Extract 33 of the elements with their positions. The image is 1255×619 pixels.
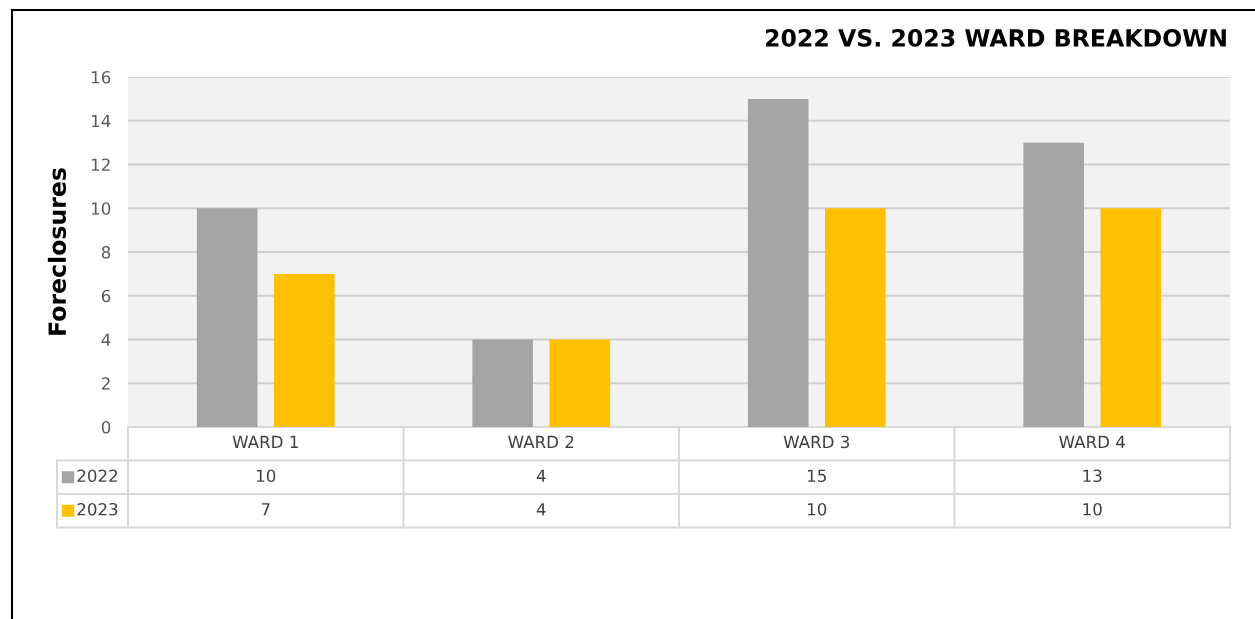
y-tick-label: 14 (91, 114, 111, 128)
legend-label: 2023 (77, 502, 118, 516)
y-tick-label: 16 (91, 70, 111, 84)
data-label: 10 (256, 469, 276, 483)
y-tick-label: 6 (101, 289, 111, 303)
bar (196, 208, 258, 427)
bar (825, 208, 886, 427)
data-label: 15 (807, 469, 826, 483)
bar (274, 273, 335, 427)
y-axis-title: Foreclosures (47, 168, 67, 335)
chart-title: 2022 VS. 2023 WARD BREAKDOWN (765, 28, 1226, 47)
bar (1023, 142, 1084, 427)
bar (1100, 208, 1162, 427)
bar (472, 339, 533, 427)
y-tick-label: 12 (91, 158, 110, 171)
x-tick-label: WARD 3 (783, 435, 850, 449)
legend-label: 2022 (77, 469, 118, 483)
bar (747, 98, 809, 427)
x-tick-label: WARD 4 (1059, 435, 1125, 448)
y-tick-label: 10 (91, 202, 111, 215)
data-label: 10 (1083, 502, 1102, 516)
y-tick-label: 4 (101, 333, 111, 346)
data-label: 4 (536, 469, 546, 482)
y-tick-label: 0 (101, 420, 111, 434)
data-label: 4 (536, 503, 546, 516)
y-tick-label: 8 (101, 245, 111, 259)
x-tick-label: WARD 1 (232, 435, 298, 448)
data-label: 7 (261, 503, 270, 516)
y-tick-label: 2 (101, 377, 110, 390)
data-label: 10 (807, 502, 827, 516)
x-tick-label: WARD 2 (508, 435, 574, 448)
bar (549, 339, 611, 427)
data-label: 13 (1083, 469, 1102, 483)
